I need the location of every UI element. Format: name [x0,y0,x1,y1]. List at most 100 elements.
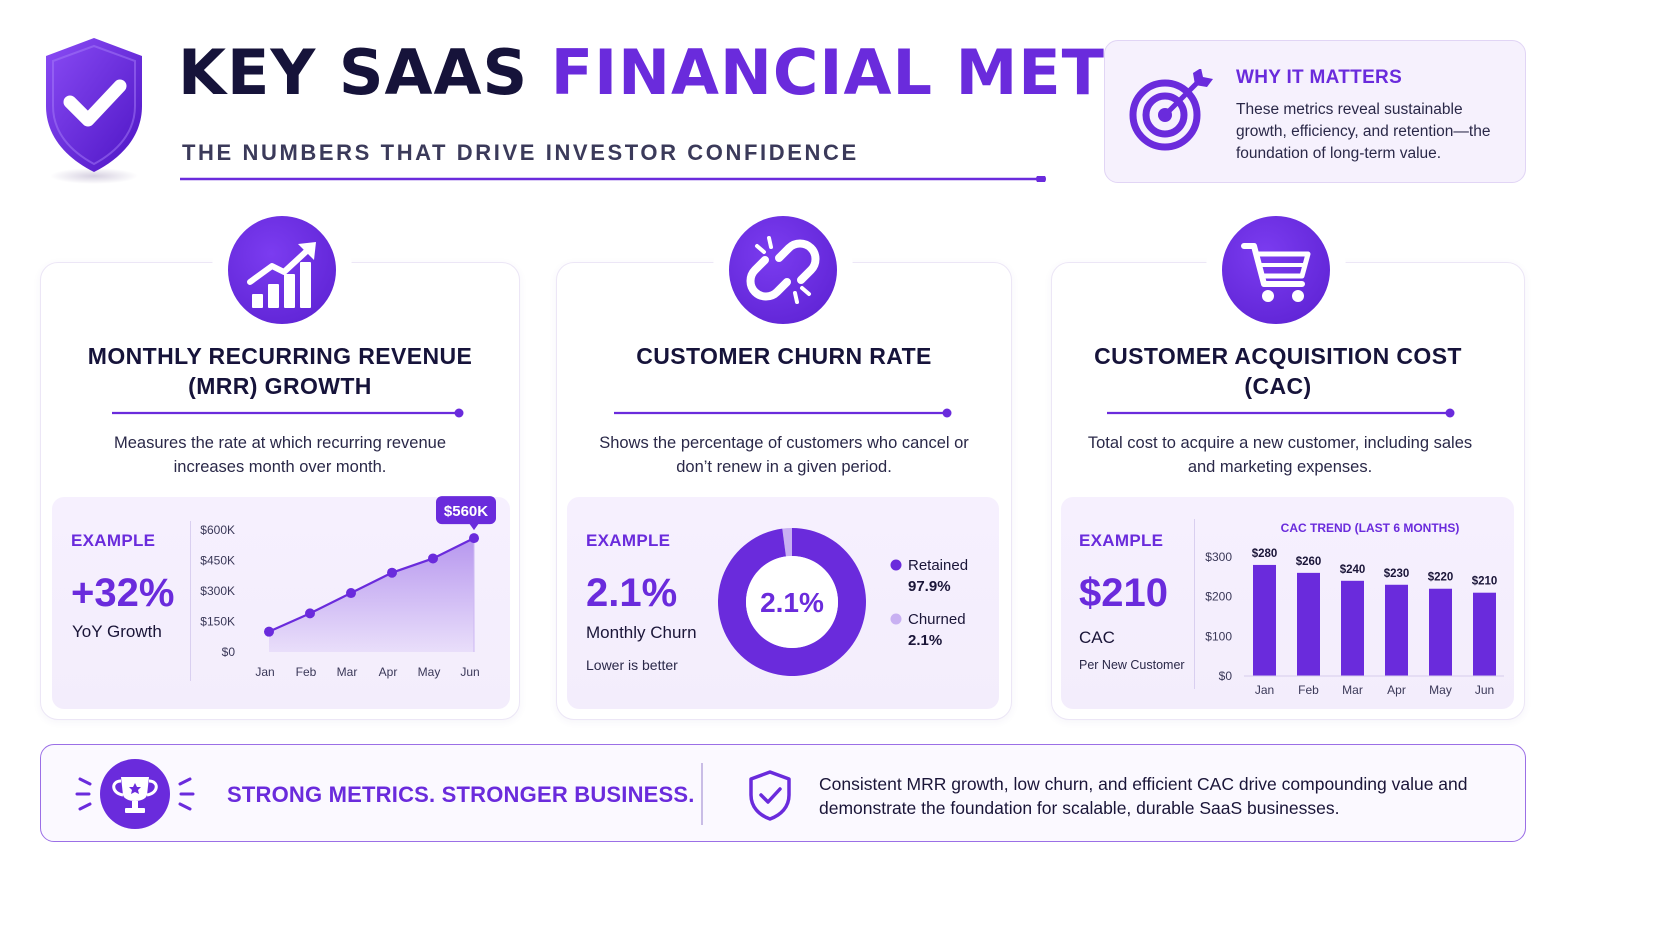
cac-description: Total cost to acquire a new customer, in… [1087,434,1473,476]
cac-x-tick: Jun [1475,683,1494,697]
why-heading: WHY IT MATTERS [1236,67,1403,88]
cac-title: CUSTOMER ACQUISITION COST (CAC) [1094,343,1462,399]
footer-divider [701,763,703,825]
bar-chart-growth-icon [247,242,316,308]
cac-chart-title: CAC TREND (LAST 6 MONTHS) [1281,521,1460,535]
churn-legend-name: Retained [908,557,968,574]
cac-bar-label: $220 [1428,572,1454,584]
cac-x-tick: Feb [1298,683,1319,697]
mrr-x-tick: May [418,665,441,679]
cac-bar-label: $210 [1472,576,1498,588]
mrr-point [264,626,274,637]
churn-legend-name: Churned [908,611,966,628]
mrr-description: Measures the rate at which recurring rev… [114,434,446,476]
mrr-point [387,567,397,578]
target-arrow-icon [1129,69,1213,151]
cac-x-tick: May [1429,683,1452,697]
cac-bar [1429,588,1452,676]
mrr-value: +32% [71,571,175,615]
cac-y-tick: $0 [1219,669,1233,683]
mrr-x-tick: Mar [337,665,358,679]
title-part-1: KEY SAAS [178,36,529,109]
mrr-x-tick: Jun [460,665,479,679]
footer-slogan: STRONG METRICS. STRONGER BUSINESS. [227,782,695,807]
cac-x-tick: Jan [1255,683,1274,697]
cac-bar [1341,580,1364,676]
mrr-callout-label: $560K [444,503,488,520]
page-subtitle: THE NUMBERS THAT DRIVE INVESTOR CONFIDEN… [182,140,859,165]
cac-bar-chart: CAC TREND (LAST 6 MONTHS) $0 $100 $200 $300 $… [1205,521,1504,697]
mrr-title: MONTHLY RECURRING REVENUE (MRR) GROWTH [87,343,473,399]
footer-banner: STRONG METRICS. STRONGER BUSINESS. Consi… [40,744,1526,842]
shopping-cart-icon [1241,243,1311,302]
why-text: These metrics reveal sustainable growth,… [1236,101,1491,162]
cac-bar [1473,592,1496,676]
footer-text: Consistent MRR growth, low churn, and ef… [819,774,1468,818]
mrr-x-tick: Jan [255,665,274,679]
cac-y-tick: $100 [1205,629,1232,643]
mrr-callout-box [436,496,496,525]
page-title: KEY SAAS FINANCIAL METRICS [178,42,1271,104]
mrr-point [469,533,479,544]
churn-title-rule [614,408,952,418]
shield-check-icon [749,770,791,821]
cac-bar-label: $240 [1340,564,1366,576]
churn-center-label: 2.1% [760,587,824,618]
cac-bar-label: $280 [1252,548,1278,560]
churn-value-caption: Monthly Churn [586,623,697,642]
mrr-icon-badge [222,210,342,330]
cac-note: Per New Customer [1079,658,1185,672]
mrr-y-tick: $0 [222,645,236,659]
cac-value-caption: CAC [1079,628,1115,647]
mrr-x-tick: Apr [379,665,398,679]
cac-value: $210 [1079,571,1168,615]
cac-bar-label: $230 [1384,568,1410,580]
broken-link-icon [746,236,820,304]
cac-bar [1297,572,1320,676]
mrr-point [305,608,315,619]
churn-description: Shows the percentage of customers who ca… [599,434,969,476]
mrr-example-label: EXAMPLE [71,531,156,550]
churn-slice-retained [718,528,866,676]
cac-bar-label: $260 [1296,556,1322,568]
trophy-icon [75,759,195,829]
churn-legend-swatch [890,613,902,625]
shield-check-logo [46,38,142,184]
mrr-x-tick: Feb [296,665,317,679]
churn-value: 2.1% [586,571,678,615]
churn-legend-value: 97.9% [908,578,951,595]
mrr-y-tick: $150K [200,615,235,629]
mrr-point [346,588,356,599]
title-underline [180,176,1046,182]
mrr-series-line [268,537,475,633]
cac-title-rule [1107,408,1455,418]
cac-example-label: EXAMPLE [1079,531,1164,550]
cac-y-tick: $200 [1205,590,1232,604]
mrr-value-caption: YoY Growth [72,622,162,641]
cac-x-tick: Mar [1342,683,1363,697]
mrr-y-tick: $450K [200,554,235,568]
cac-x-tick: Apr [1387,683,1406,697]
churn-donut-hole [746,556,838,648]
churn-icon-badge [723,210,843,330]
cac-bar [1253,564,1276,676]
churn-legend-swatch [890,559,902,571]
mrr-point [428,553,438,564]
cac-bar [1385,584,1408,676]
cac-icon-badge [1216,210,1336,330]
mrr-y-tick: $300K [200,584,235,598]
churn-slice-churned [782,528,792,557]
churn-donut-chart: 2.1% Retained 97.9% Churned 2.1% [718,528,968,676]
why-it-matters-box: WHY IT MATTERS These metrics reveal sust… [1104,40,1526,183]
mrr-line-chart: $0 $150K $300K $450K $600K Jan Feb Mar Apr May Jun… [200,496,496,679]
churn-legend-value: 2.1% [908,632,942,649]
mrr-y-tick: $600K [200,523,235,537]
mrr-title-rule [112,408,464,418]
churn-note: Lower is better [586,657,678,673]
mrr-area [269,538,474,652]
cac-panel-divider [1194,519,1195,689]
churn-example-label: EXAMPLE [586,531,671,550]
cac-y-tick: $300 [1205,550,1232,564]
churn-title: CUSTOMER CHURN RATE [636,343,932,369]
mrr-callout-pointer [469,523,479,531]
